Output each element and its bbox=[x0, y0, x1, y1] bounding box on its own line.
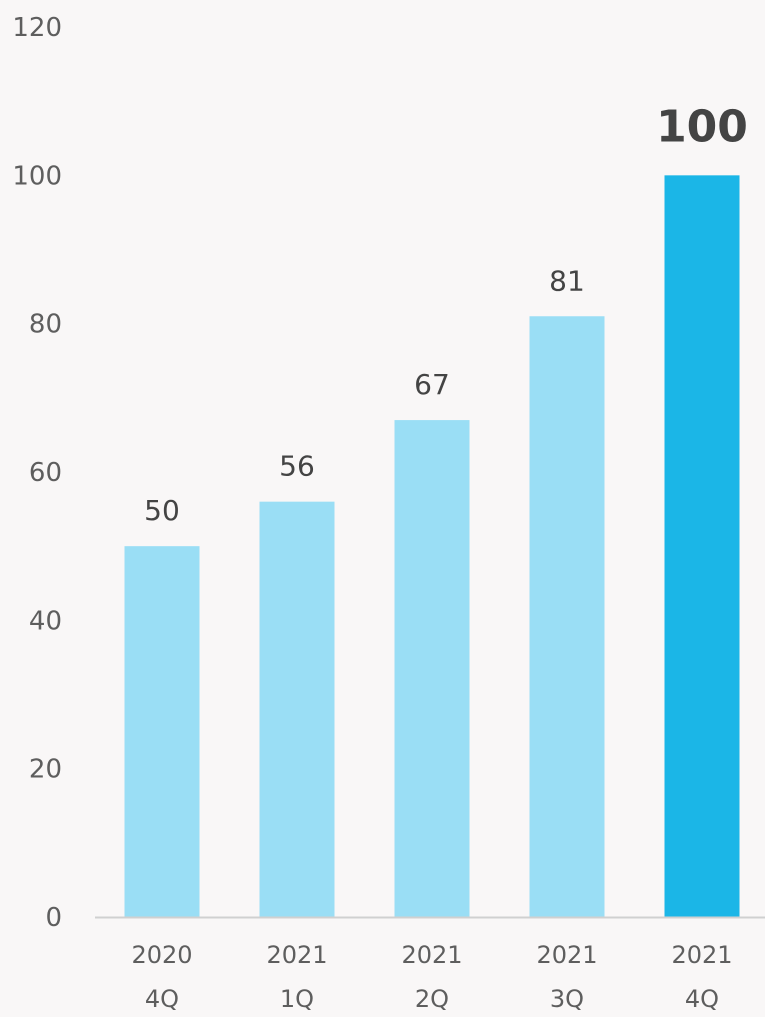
bar bbox=[394, 420, 470, 917]
y-tick-label: 0 bbox=[45, 903, 62, 933]
x-category-label-line: 2021 bbox=[401, 941, 462, 969]
bar-highlight bbox=[664, 175, 740, 918]
x-axis-category-labels: 2020 4Q 2021 1Q 2021 2Q 2021 3Q 2021 4Q bbox=[131, 941, 732, 1013]
x-category-label-line: 4Q bbox=[685, 985, 719, 1013]
x-category-label: 2021 4Q bbox=[671, 941, 732, 1013]
x-category-label: 2020 4Q bbox=[131, 941, 192, 1013]
data-label: 50 bbox=[144, 494, 180, 527]
y-tick-label: 60 bbox=[29, 458, 62, 488]
bars bbox=[124, 175, 740, 918]
x-category-label-line: 4Q bbox=[145, 985, 179, 1013]
y-tick-label: 20 bbox=[29, 755, 62, 785]
y-axis-ticks: 0 20 40 60 80 100 120 bbox=[12, 13, 62, 933]
x-category-label-line: 2021 bbox=[266, 941, 327, 969]
data-labels: 50 56 67 81 100 bbox=[144, 101, 748, 527]
data-label: 100 bbox=[656, 101, 748, 152]
x-category-label-line: 2020 bbox=[131, 941, 192, 969]
x-category-label: 2021 3Q bbox=[536, 941, 597, 1013]
y-tick-label: 120 bbox=[12, 13, 62, 43]
y-tick-label: 40 bbox=[29, 606, 62, 636]
data-label: 81 bbox=[549, 264, 585, 297]
bar bbox=[124, 546, 200, 917]
y-tick-label: 80 bbox=[29, 310, 62, 340]
bar bbox=[259, 501, 335, 917]
x-category-label-line: 3Q bbox=[550, 985, 584, 1013]
x-category-label-line: 2021 bbox=[536, 941, 597, 969]
data-label: 67 bbox=[414, 368, 450, 401]
bar bbox=[529, 316, 605, 917]
x-category-label-line: 1Q bbox=[280, 985, 314, 1013]
y-tick-label: 100 bbox=[12, 161, 62, 191]
x-category-label: 2021 2Q bbox=[401, 941, 462, 1013]
x-category-label: 2021 1Q bbox=[266, 941, 327, 1013]
x-category-label-line: 2021 bbox=[671, 941, 732, 969]
data-label: 56 bbox=[279, 450, 315, 483]
x-category-label-line: 2Q bbox=[415, 985, 449, 1013]
